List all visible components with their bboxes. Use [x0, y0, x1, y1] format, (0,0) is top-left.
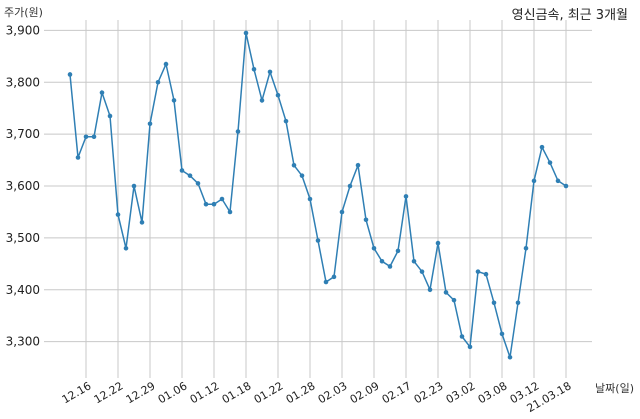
data-point — [259, 98, 265, 103]
data-point — [371, 245, 377, 251]
data-point — [251, 66, 257, 72]
x-tick-labels: 12.1612.2212.2901.0601.1201.1801.2201.28… — [60, 379, 574, 415]
x-tick-label: 02.17 — [380, 379, 414, 406]
x-tick-label: 01.18 — [220, 379, 254, 406]
x-tick-label: 12.16 — [60, 379, 94, 406]
data-point — [531, 178, 537, 184]
data-point — [91, 134, 97, 140]
y-tick-label: 3,300 — [6, 335, 40, 349]
data-point — [99, 90, 105, 95]
data-point — [203, 201, 209, 207]
data-point — [411, 258, 417, 264]
data-point — [355, 162, 361, 168]
data-point — [547, 160, 553, 165]
data-point — [475, 269, 481, 274]
x-axis-label: 날짜(일) — [595, 382, 634, 395]
y-tick-label: 3,900 — [6, 23, 40, 37]
price-series — [67, 30, 569, 360]
y-tick-label: 3,700 — [6, 127, 40, 141]
x-tick-label: 02.03 — [316, 379, 350, 406]
y-tick-label: 3,500 — [6, 231, 40, 245]
data-point — [523, 245, 529, 251]
data-point — [451, 297, 457, 303]
x-tick-label: 01.12 — [188, 379, 222, 406]
data-point — [435, 240, 441, 246]
y-axis-label: 주가(원) — [4, 6, 43, 19]
data-point — [187, 173, 193, 178]
data-point — [563, 183, 569, 189]
data-point — [339, 209, 345, 215]
data-point — [403, 194, 409, 199]
data-point — [163, 61, 169, 67]
x-tick-label: 01.28 — [284, 379, 318, 406]
data-point — [307, 196, 313, 202]
data-point — [147, 121, 153, 127]
data-point — [507, 354, 513, 360]
y-tick-label: 3,400 — [6, 283, 40, 297]
x-tick-label: 12.29 — [124, 379, 158, 406]
data-point — [155, 79, 161, 85]
data-point — [419, 269, 425, 274]
data-point — [443, 290, 449, 295]
y-tick-label: 3,800 — [6, 75, 40, 89]
data-point — [123, 245, 129, 251]
data-point — [363, 217, 369, 223]
data-point — [515, 300, 521, 306]
data-point — [555, 178, 561, 184]
data-point — [395, 248, 401, 254]
data-point — [283, 118, 289, 124]
data-point — [323, 279, 329, 285]
data-point — [219, 196, 225, 202]
price-line — [69, 32, 567, 358]
chart-title: 영신금속, 최근 3개월 — [511, 8, 628, 23]
data-point — [315, 238, 321, 243]
data-point — [331, 274, 337, 280]
data-point — [347, 183, 353, 189]
data-point — [299, 173, 305, 178]
data-point — [387, 264, 393, 269]
data-point — [171, 98, 177, 103]
data-point — [243, 30, 249, 36]
x-tick-label: 03.02 — [444, 379, 478, 406]
x-tick-label: 01.06 — [156, 379, 190, 406]
data-point — [427, 287, 433, 293]
data-point — [467, 344, 473, 350]
data-point — [235, 129, 241, 134]
grid-lines — [44, 20, 592, 378]
data-point — [131, 183, 137, 189]
data-point — [539, 144, 545, 150]
data-point — [107, 113, 113, 119]
data-point — [67, 72, 73, 77]
data-point — [499, 331, 505, 337]
x-tick-label: 02.23 — [412, 379, 446, 406]
x-tick-label: 12.22 — [92, 379, 126, 406]
data-point — [291, 162, 297, 168]
x-tick-label: 01.22 — [252, 379, 286, 406]
data-point — [75, 155, 81, 160]
data-point — [115, 212, 121, 217]
data-point — [267, 69, 273, 75]
data-point — [275, 92, 281, 98]
data-point — [195, 181, 201, 186]
data-point — [483, 271, 489, 277]
data-point — [227, 209, 233, 215]
data-point — [179, 168, 185, 173]
data-point — [491, 300, 497, 306]
y-tick-labels: 3,300 3,400 3,500 3,600 3,700 3,800 3,900 — [6, 23, 40, 348]
data-point — [139, 220, 145, 225]
x-tick-label: 02.09 — [348, 379, 382, 406]
y-tick-label: 3,600 — [6, 179, 40, 193]
data-point — [211, 201, 217, 207]
data-point — [459, 334, 465, 339]
data-point — [83, 134, 89, 140]
data-point — [379, 258, 385, 264]
x-tick-label: 03.08 — [476, 379, 510, 406]
